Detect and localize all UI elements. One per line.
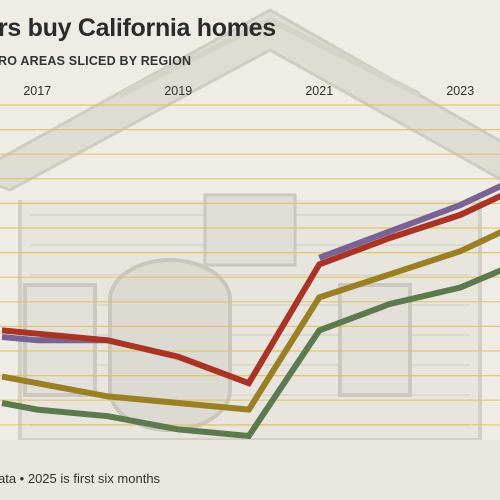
chart-footnote: ata • 2025 is first six months [0, 471, 161, 486]
series-lines [1, 183, 500, 440]
x-tick-label: 2021 [305, 84, 333, 98]
series-line-purple [318, 183, 500, 261]
chart-subtitle: RO AREAS SLICED BY REGION [0, 54, 192, 68]
series-line-red [1, 193, 500, 387]
x-tick-label: 2023 [446, 84, 474, 98]
chart-title: rs buy California homes [0, 14, 276, 42]
x-tick-label: 2017 [23, 84, 51, 98]
series-line-olive [1, 229, 500, 413]
x-axis: 2017 2019 2021 2023 [23, 84, 474, 98]
x-tick-label: 2019 [164, 84, 192, 98]
series-line-green [1, 267, 500, 440]
